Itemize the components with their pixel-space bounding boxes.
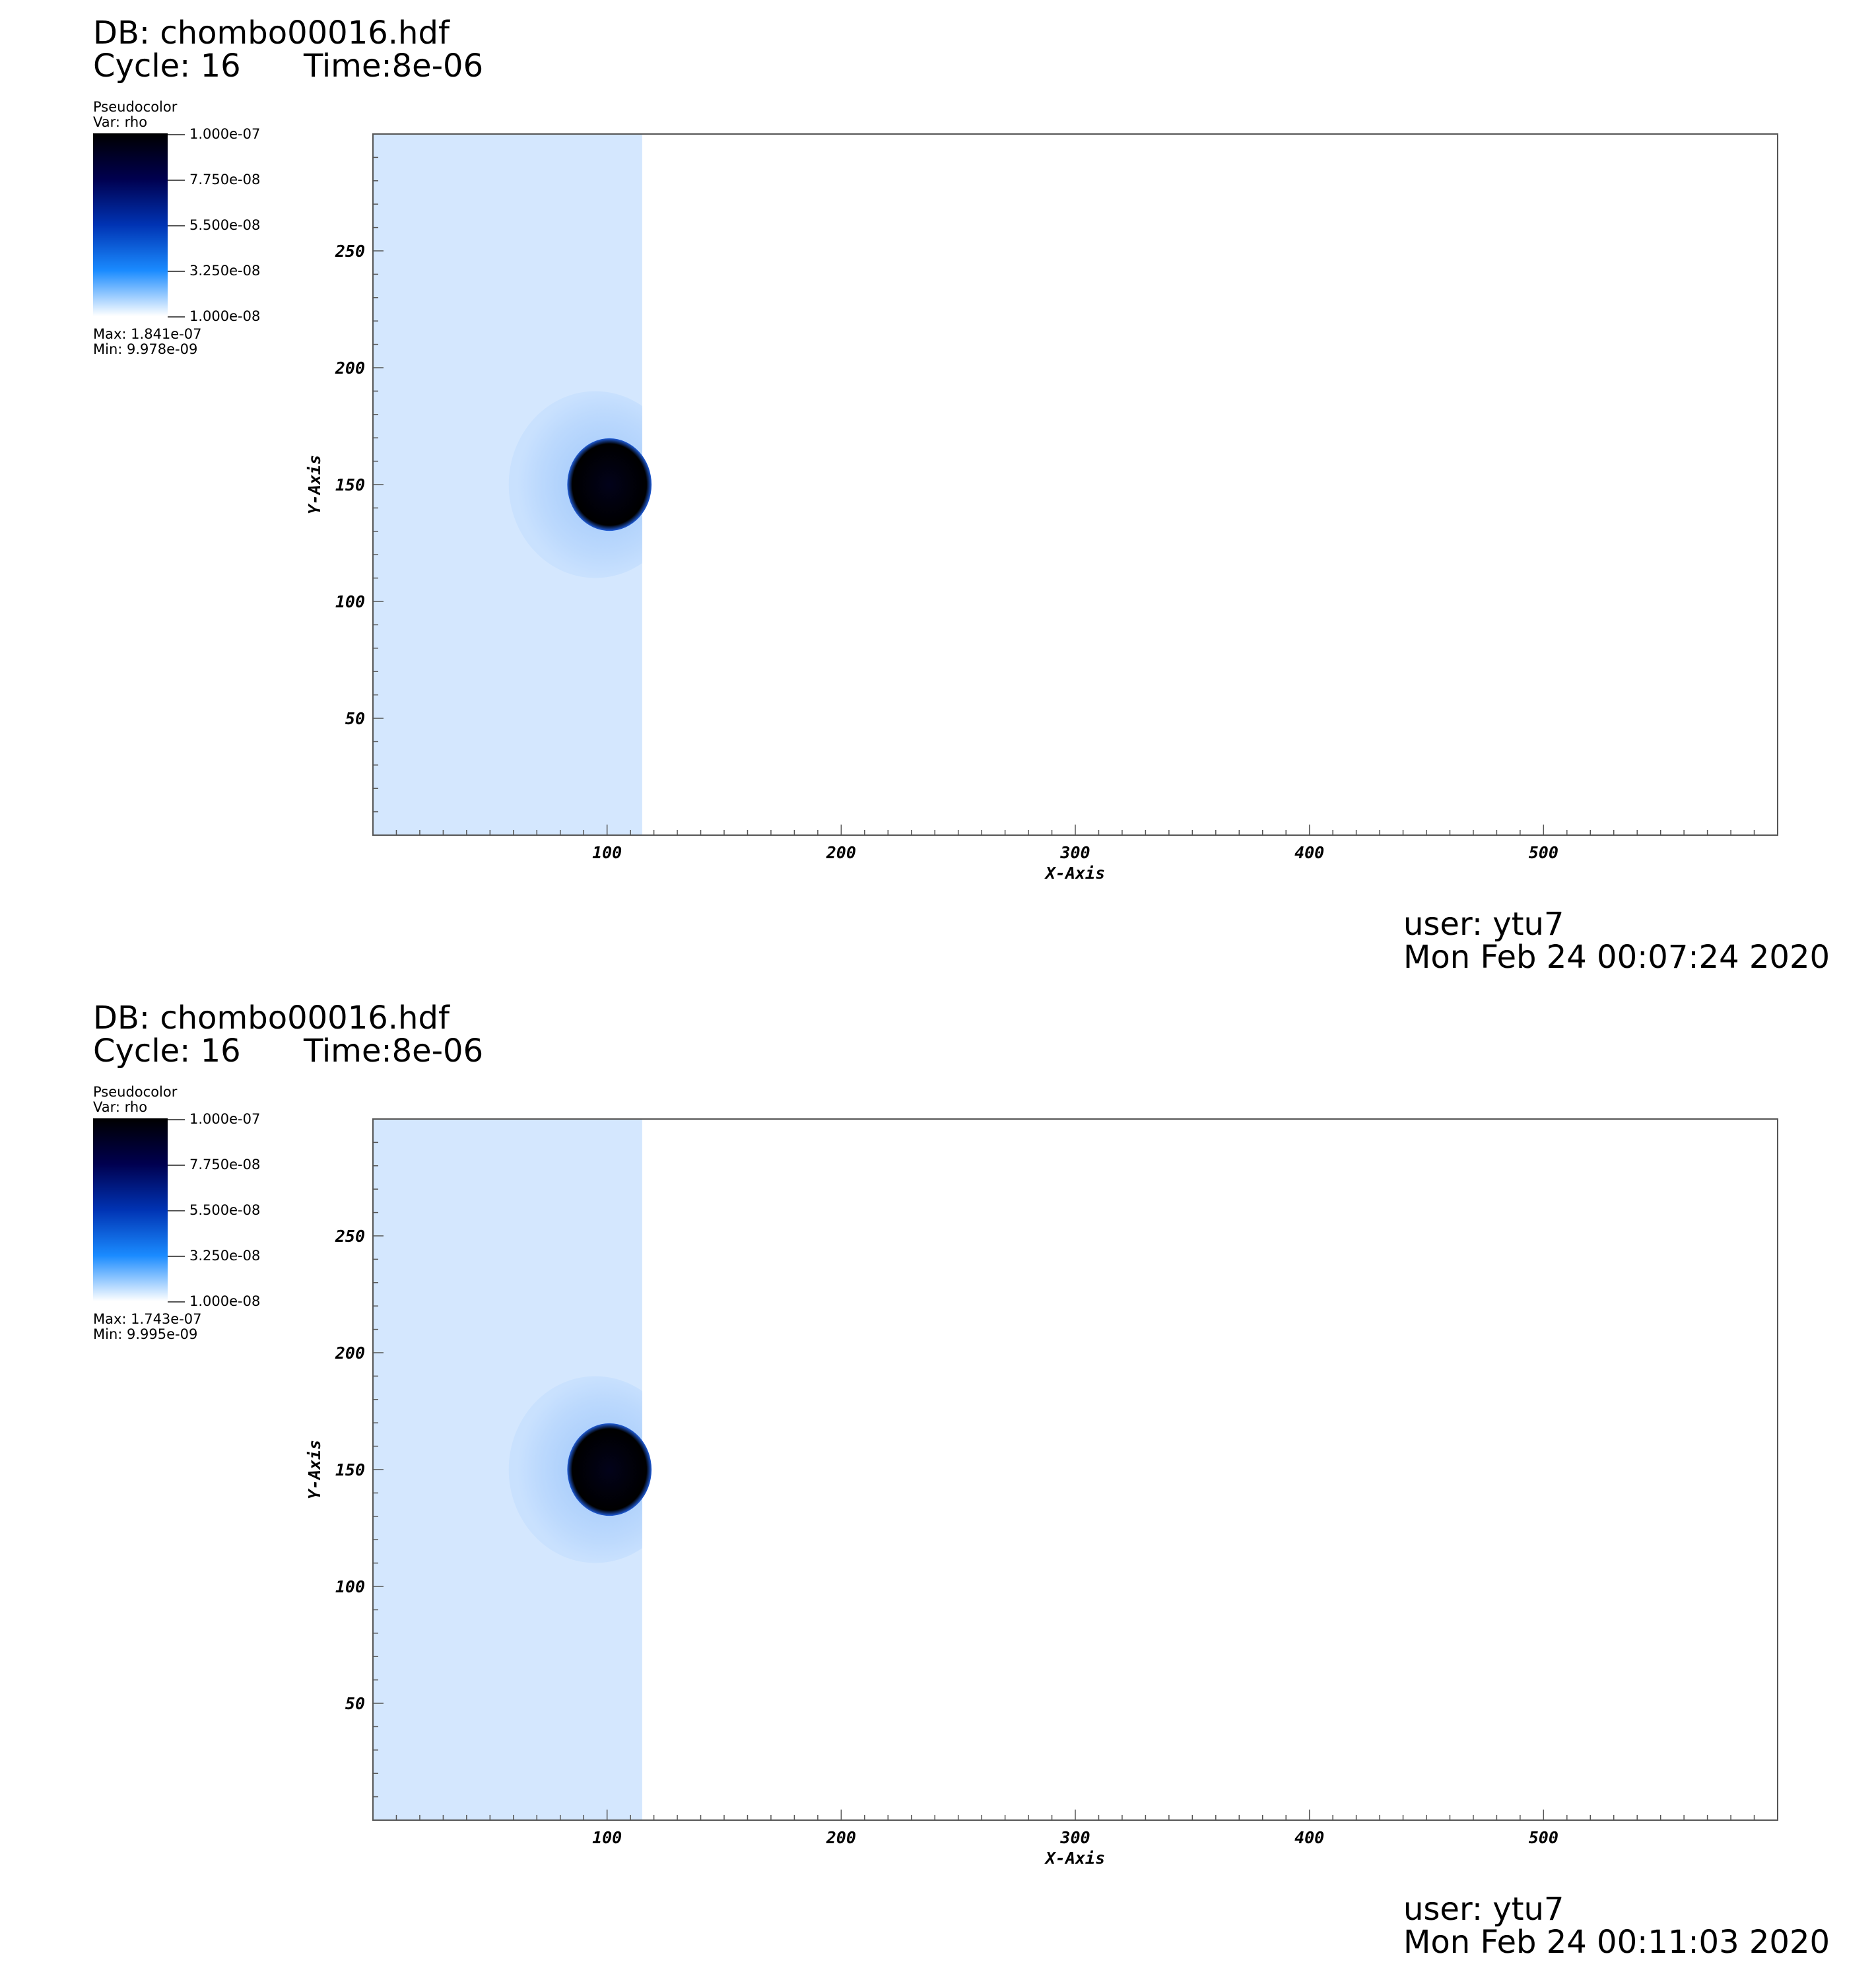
time-label: Time:8e-06 bbox=[304, 48, 484, 85]
y-tick-label: 150 bbox=[335, 475, 365, 494]
x-axis-title: X-Axis bbox=[1044, 864, 1105, 883]
x-tick-label: 400 bbox=[1294, 843, 1324, 862]
time-label: Time:8e-06 bbox=[304, 1033, 484, 1070]
y-tick-label: 200 bbox=[335, 1343, 365, 1363]
y-tick-label: 100 bbox=[335, 1577, 365, 1596]
colorbar-tick-label: 1.000e-07 bbox=[189, 126, 261, 142]
colorbar-tick bbox=[168, 316, 185, 318]
legend-min: Min: 9.995e-09 bbox=[93, 1326, 198, 1342]
colorbar-tick bbox=[168, 1301, 185, 1303]
pseudocolor-plot: 100 200 300 400 500 50 100 150 200 250 X-Axis Y-Axi… bbox=[305, 133, 1778, 883]
x-tick-label: 500 bbox=[1529, 843, 1558, 862]
colorbar-tick-label: 1.000e-08 bbox=[189, 308, 261, 324]
colorbar-tick bbox=[168, 1256, 185, 1257]
colorbar-tick bbox=[168, 271, 185, 272]
y-axis-title: Y-Axis bbox=[305, 455, 324, 514]
colorbar-tick-label: 3.250e-08 bbox=[189, 263, 261, 279]
x-tick-label: 100 bbox=[592, 843, 622, 862]
x-axis-title: X-Axis bbox=[1044, 1849, 1105, 1868]
colorbar-tick-label: 7.750e-08 bbox=[189, 1157, 261, 1172]
database-label: DB: chombo00016.hdf bbox=[93, 1000, 450, 1036]
y-tick-label: 250 bbox=[335, 242, 365, 261]
y-axis-title: Y-Axis bbox=[305, 1440, 324, 1499]
legend-variable: Var: rho bbox=[93, 114, 148, 130]
user-label: user: ytu7 bbox=[1403, 1891, 1564, 1928]
colorbar bbox=[93, 133, 168, 316]
colorbar-tick bbox=[168, 1165, 185, 1166]
database-label: DB: chombo00016.hdf bbox=[93, 15, 450, 51]
legend-max: Max: 1.841e-07 bbox=[93, 326, 202, 342]
x-tick-label: 200 bbox=[826, 843, 856, 862]
colorbar-tick bbox=[168, 1119, 185, 1120]
y-tick-label: 250 bbox=[335, 1227, 365, 1246]
colorbar-tick-label: 5.500e-08 bbox=[189, 1202, 261, 1218]
x-tick-label: 200 bbox=[826, 1828, 856, 1847]
x-tick-label: 100 bbox=[592, 1828, 622, 1847]
y-tick-label: 50 bbox=[345, 709, 365, 728]
legend-min: Min: 9.978e-09 bbox=[93, 341, 198, 357]
colorbar-tick-label: 5.500e-08 bbox=[189, 217, 261, 233]
colorbar-tick-label: 1.000e-07 bbox=[189, 1111, 261, 1127]
colorbar-tick bbox=[168, 225, 185, 226]
dense-cloud-region bbox=[567, 438, 652, 531]
y-tick-label: 150 bbox=[335, 1460, 365, 1479]
x-tick-label: 400 bbox=[1294, 1828, 1324, 1847]
y-tick-label: 200 bbox=[335, 358, 365, 378]
colorbar-tick bbox=[168, 1210, 185, 1211]
legend-max: Max: 1.743e-07 bbox=[93, 1311, 202, 1327]
y-tick-label: 50 bbox=[345, 1694, 365, 1713]
colorbar-tick-label: 7.750e-08 bbox=[189, 172, 261, 187]
cycle-label: Cycle: 16 bbox=[93, 1033, 241, 1070]
user-label: user: ytu7 bbox=[1403, 906, 1564, 943]
y-tick-label: 100 bbox=[335, 592, 365, 611]
colorbar bbox=[93, 1118, 168, 1301]
colorbar-tick bbox=[168, 134, 185, 135]
x-tick-label: 300 bbox=[1059, 843, 1090, 862]
legend-title: Pseudocolor bbox=[93, 99, 178, 115]
cycle-label: Cycle: 16 bbox=[93, 48, 241, 85]
date-label: Mon Feb 24 00:11:03 2020 bbox=[1403, 1924, 1830, 1961]
plot-panel-top: DB: chombo00016.hdf Cycle: 16 Time:8e-06… bbox=[93, 15, 1830, 976]
date-label: Mon Feb 24 00:07:24 2020 bbox=[1403, 939, 1830, 976]
colorbar-tick-label: 1.000e-08 bbox=[189, 1293, 261, 1309]
x-tick-label: 300 bbox=[1059, 1828, 1090, 1847]
dense-cloud-region bbox=[567, 1423, 652, 1516]
colorbar-tick bbox=[168, 180, 185, 181]
pseudocolor-plot: 100 200 300 400 500 50 100 150 200 250 X-Axis Y-Axi… bbox=[305, 1118, 1778, 1868]
x-tick-label: 500 bbox=[1529, 1828, 1558, 1847]
legend-variable: Var: rho bbox=[93, 1099, 148, 1115]
colorbar-tick-label: 3.250e-08 bbox=[189, 1248, 261, 1264]
plot-panel-bottom: DB: chombo00016.hdf Cycle: 16 Time:8e-06… bbox=[0, 985, 1876, 1970]
legend-title: Pseudocolor bbox=[93, 1084, 178, 1100]
